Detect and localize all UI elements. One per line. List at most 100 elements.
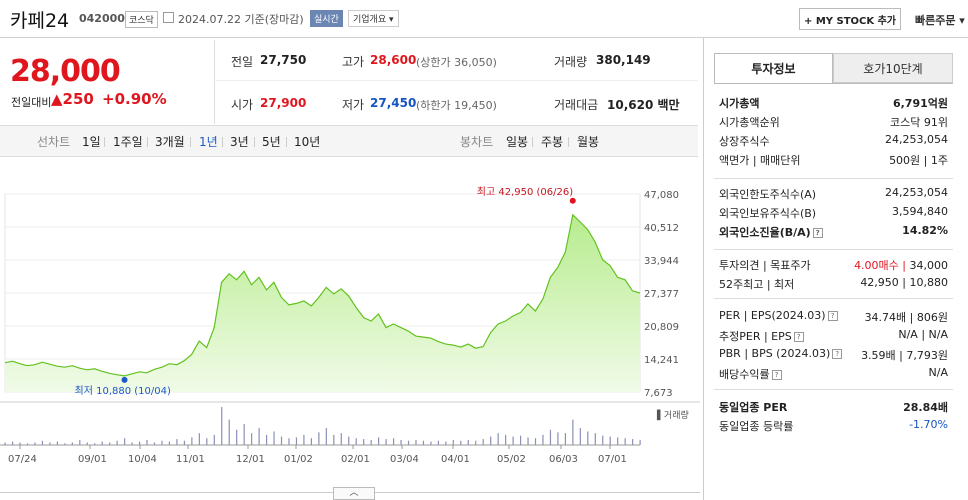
change-value: ▲250 [51,90,94,108]
volume-bar [497,433,499,445]
volume-bar [280,436,283,445]
info-label: 상장주식수 [719,135,770,148]
info-value: 코스닥 91위 [890,114,948,130]
volume-bar [191,437,193,445]
info-value: N/A | N/A [898,328,948,341]
volume-bar [482,439,484,445]
volume-bar [56,441,58,445]
amount-label: 거래대금 [554,98,599,112]
info-label: 시가총액 [719,97,760,110]
tab-1week[interactable]: 1주일 [113,135,143,149]
y-tick-label: 40,512 [644,223,679,234]
collapse-chevron-icon[interactable]: ︿ [333,487,375,500]
tab-10year[interactable]: 10년 [294,135,321,149]
quick-order-button[interactable]: 빠른주문 ▾ [915,14,965,27]
volume-bar [310,438,312,445]
tab-5year[interactable]: 5년 [262,135,281,149]
tab-3month[interactable]: 3개월 [155,135,185,149]
tab-daily-candle[interactable]: 일봉 [506,135,529,149]
volume-bar [213,434,215,445]
add-my-stock-button[interactable]: + MY STOCK 추가 [799,8,901,30]
volume-bar [512,436,514,445]
help-icon[interactable]: ? [832,349,843,359]
volume-legend: ▌거래량 [656,409,689,421]
volume-bar [26,443,29,445]
company-overview-dropdown[interactable]: 기업개요 ▾ [348,10,399,27]
volume-label: 거래량 [554,55,588,69]
info-value-text: 42,950 | 10,880 [860,276,948,289]
volume-bar [378,437,380,445]
tab-weekly-candle[interactable]: 주봉 [541,135,564,149]
volume-bar [176,439,178,445]
high-label: 최고 42,950 (06/26) [477,186,573,198]
stock-header [0,0,968,38]
y-tick-label: 20,809 [644,322,679,333]
volume-bar [549,429,552,445]
volume-bar [124,438,126,445]
volume-bar [251,433,253,445]
tab-orderbook-10[interactable]: 호가10단계 [833,53,953,83]
tab-monthly-candle[interactable]: 월봉 [577,135,600,149]
high-marker [569,197,576,204]
prev-close-label: 전일 [231,55,254,69]
volume-bar [624,438,626,445]
volume-bar [415,439,417,445]
x-tick-label: 02/01 [341,454,370,465]
x-tick-label: 07/01 [598,454,627,465]
y-tick-label: 33,944 [644,256,679,267]
info-value-text: 28.84배 [903,401,948,414]
volume-bar [228,419,230,445]
volume-bar [617,437,619,445]
info-value: 24,253,054 [885,133,948,146]
info-value: -1.70% [909,418,948,431]
help-icon[interactable]: ? [793,332,804,342]
info-label: 시가총액순위 [719,116,780,129]
volume-bar [392,438,395,445]
info-value: N/A [929,366,948,379]
volume-bar [385,439,387,445]
volume-bar [639,439,641,445]
volume-bar [333,434,335,445]
price-line [4,213,641,377]
volume-bar [587,431,589,445]
x-tick-label: 01/02 [284,454,313,465]
tab-1year[interactable]: 1년 [199,135,218,149]
divider [714,389,953,390]
volume-bar [258,428,260,445]
info-value: 24,253,054 [885,186,948,199]
volume-bar [34,442,36,445]
tab-1day[interactable]: 1일 [82,135,101,149]
x-tick-label: 11/01 [176,454,205,465]
info-value-text: 14.82% [902,224,948,237]
volume-bar [168,441,171,445]
volume-bar [71,442,73,445]
x-tick-label: 05/02 [497,454,526,465]
info-value-text: N/A [928,366,948,379]
volume-bar [318,432,320,445]
realtime-button[interactable]: 실시간 [310,10,343,27]
volume-bar [265,434,268,445]
change-percent: +0.90% [102,90,167,108]
divider [532,137,533,147]
help-icon[interactable]: ? [812,228,823,238]
divider [714,249,953,250]
volume-bar [519,435,522,445]
divider [714,83,953,84]
amount-value: 10,620 백만 [607,98,680,112]
info-label: 외국인한도주식수(A) [719,188,817,201]
info-value-text: N/A | N/A [898,328,948,341]
tab-3year[interactable]: 3년 [230,135,249,149]
volume-bar [490,436,492,445]
y-tick-label: 7,673 [644,388,673,399]
help-icon[interactable]: ? [771,370,782,380]
price-chart[interactable]: 47,080 40,512 33,944 27,377 20,809 14,241 7,67… [0,158,700,488]
info-label: 52주최고 | 최저 [719,278,795,291]
tab-investment-info[interactable]: 투자정보 [714,53,833,83]
stock-code: 042000 [79,12,125,25]
help-icon[interactable]: ? [827,311,838,321]
info-value-text: 24,253,054 [885,186,948,199]
volume-bar [183,440,185,445]
info-label: 동일업종 PER [719,401,788,414]
divider [568,137,569,147]
volume-bar [340,433,342,445]
